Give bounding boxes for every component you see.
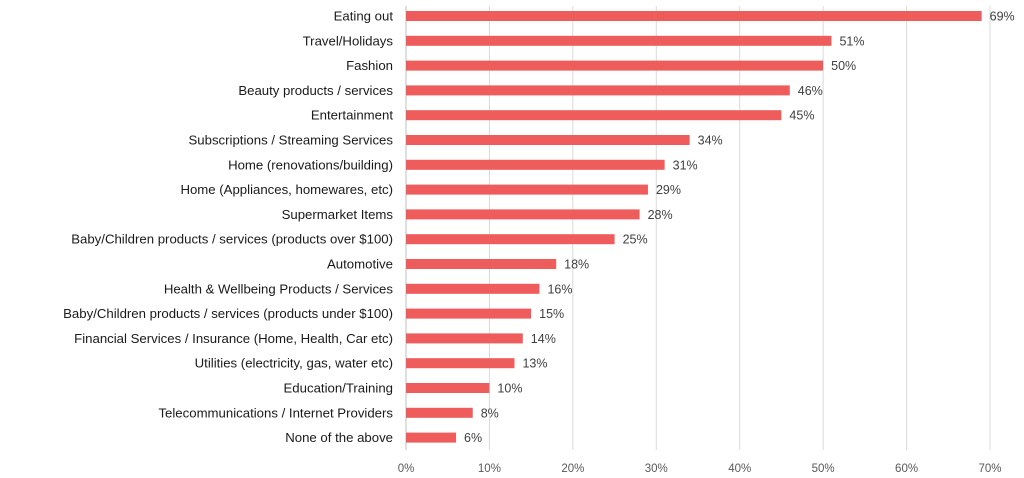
bar xyxy=(406,333,523,344)
category-label: Home (Appliances, homewares, etc) xyxy=(180,182,393,197)
category-label: Health & Wellbeing Products / Services xyxy=(164,281,394,296)
category-label: Travel/Holidays xyxy=(303,33,394,48)
bar xyxy=(406,11,982,21)
bar xyxy=(406,358,515,369)
data-label: 50% xyxy=(831,59,856,73)
x-tick-layer: 0% 10% 20% 30% 40% 50% 60% 70% xyxy=(398,463,1002,475)
data-label: 13% xyxy=(522,357,547,371)
category-label: Financial Services / Insurance (Home, He… xyxy=(74,331,393,346)
data-label: 8% xyxy=(481,406,499,420)
data-label: 18% xyxy=(564,258,589,272)
bar xyxy=(406,432,457,443)
bar xyxy=(406,85,790,96)
data-label: 34% xyxy=(698,134,723,148)
data-label: 14% xyxy=(531,332,556,346)
x-tick-label: 60% xyxy=(895,463,918,475)
bar xyxy=(406,110,782,121)
category-label: None of the above xyxy=(285,430,393,445)
bar xyxy=(406,308,532,319)
data-label: 10% xyxy=(497,382,522,396)
bar xyxy=(406,60,824,71)
bar xyxy=(406,184,648,195)
data-label: 46% xyxy=(798,84,823,98)
bar xyxy=(406,35,832,46)
data-label: 45% xyxy=(789,109,814,123)
data-label: 16% xyxy=(547,282,572,296)
bar xyxy=(406,135,690,145)
category-label: Subscriptions / Streaming Services xyxy=(189,133,394,148)
data-label: 69% xyxy=(990,10,1015,24)
category-label: Baby/Children products / services (produ… xyxy=(63,306,393,321)
category-label: Education/Training xyxy=(284,381,393,396)
bar xyxy=(406,234,615,245)
x-tick-label: 30% xyxy=(645,463,668,475)
data-label: 28% xyxy=(648,208,673,222)
category-label: Utilities (electricity, gas, water etc) xyxy=(195,356,393,371)
bar xyxy=(406,383,490,393)
category-label: Baby/Children products / services (produ… xyxy=(71,232,393,247)
data-label: 31% xyxy=(673,158,698,172)
grid-layer xyxy=(405,6,991,450)
x-tick-label: 0% xyxy=(398,463,415,475)
data-label: 15% xyxy=(539,307,564,321)
data-label: 6% xyxy=(464,431,482,445)
category-label: Beauty products / services xyxy=(238,83,393,98)
x-tick-label: 20% xyxy=(561,463,584,475)
data-label: 51% xyxy=(839,34,864,48)
bar xyxy=(406,159,665,170)
x-tick-label: 50% xyxy=(812,463,835,475)
category-label: Eating out xyxy=(334,9,394,24)
x-tick-label: 70% xyxy=(978,463,1001,475)
bar xyxy=(406,407,473,418)
bar xyxy=(406,283,540,294)
category-label-layer: Eating out Travel/Holidays Fashion Beauty p… xyxy=(63,9,393,446)
bar xyxy=(406,259,557,269)
value-label-layer: 69% 51% 50% 46% 45% 34%31% 29% 28%25% 18% 16% 15% 1… xyxy=(464,10,1015,446)
x-tick-label: 10% xyxy=(478,463,501,475)
category-label: Entertainment xyxy=(311,108,393,123)
category-label: Supermarket Items xyxy=(282,207,394,222)
bar-layer xyxy=(406,11,982,443)
bar xyxy=(406,209,640,220)
category-label: Telecommunications / Internet Providers xyxy=(158,405,393,420)
data-label: 25% xyxy=(623,233,648,247)
category-label: Home (renovations/building) xyxy=(228,157,393,172)
data-label: 29% xyxy=(656,183,681,197)
x-tick-label: 40% xyxy=(728,463,751,475)
category-label: Automotive xyxy=(327,257,393,272)
category-label: Fashion xyxy=(346,58,393,73)
